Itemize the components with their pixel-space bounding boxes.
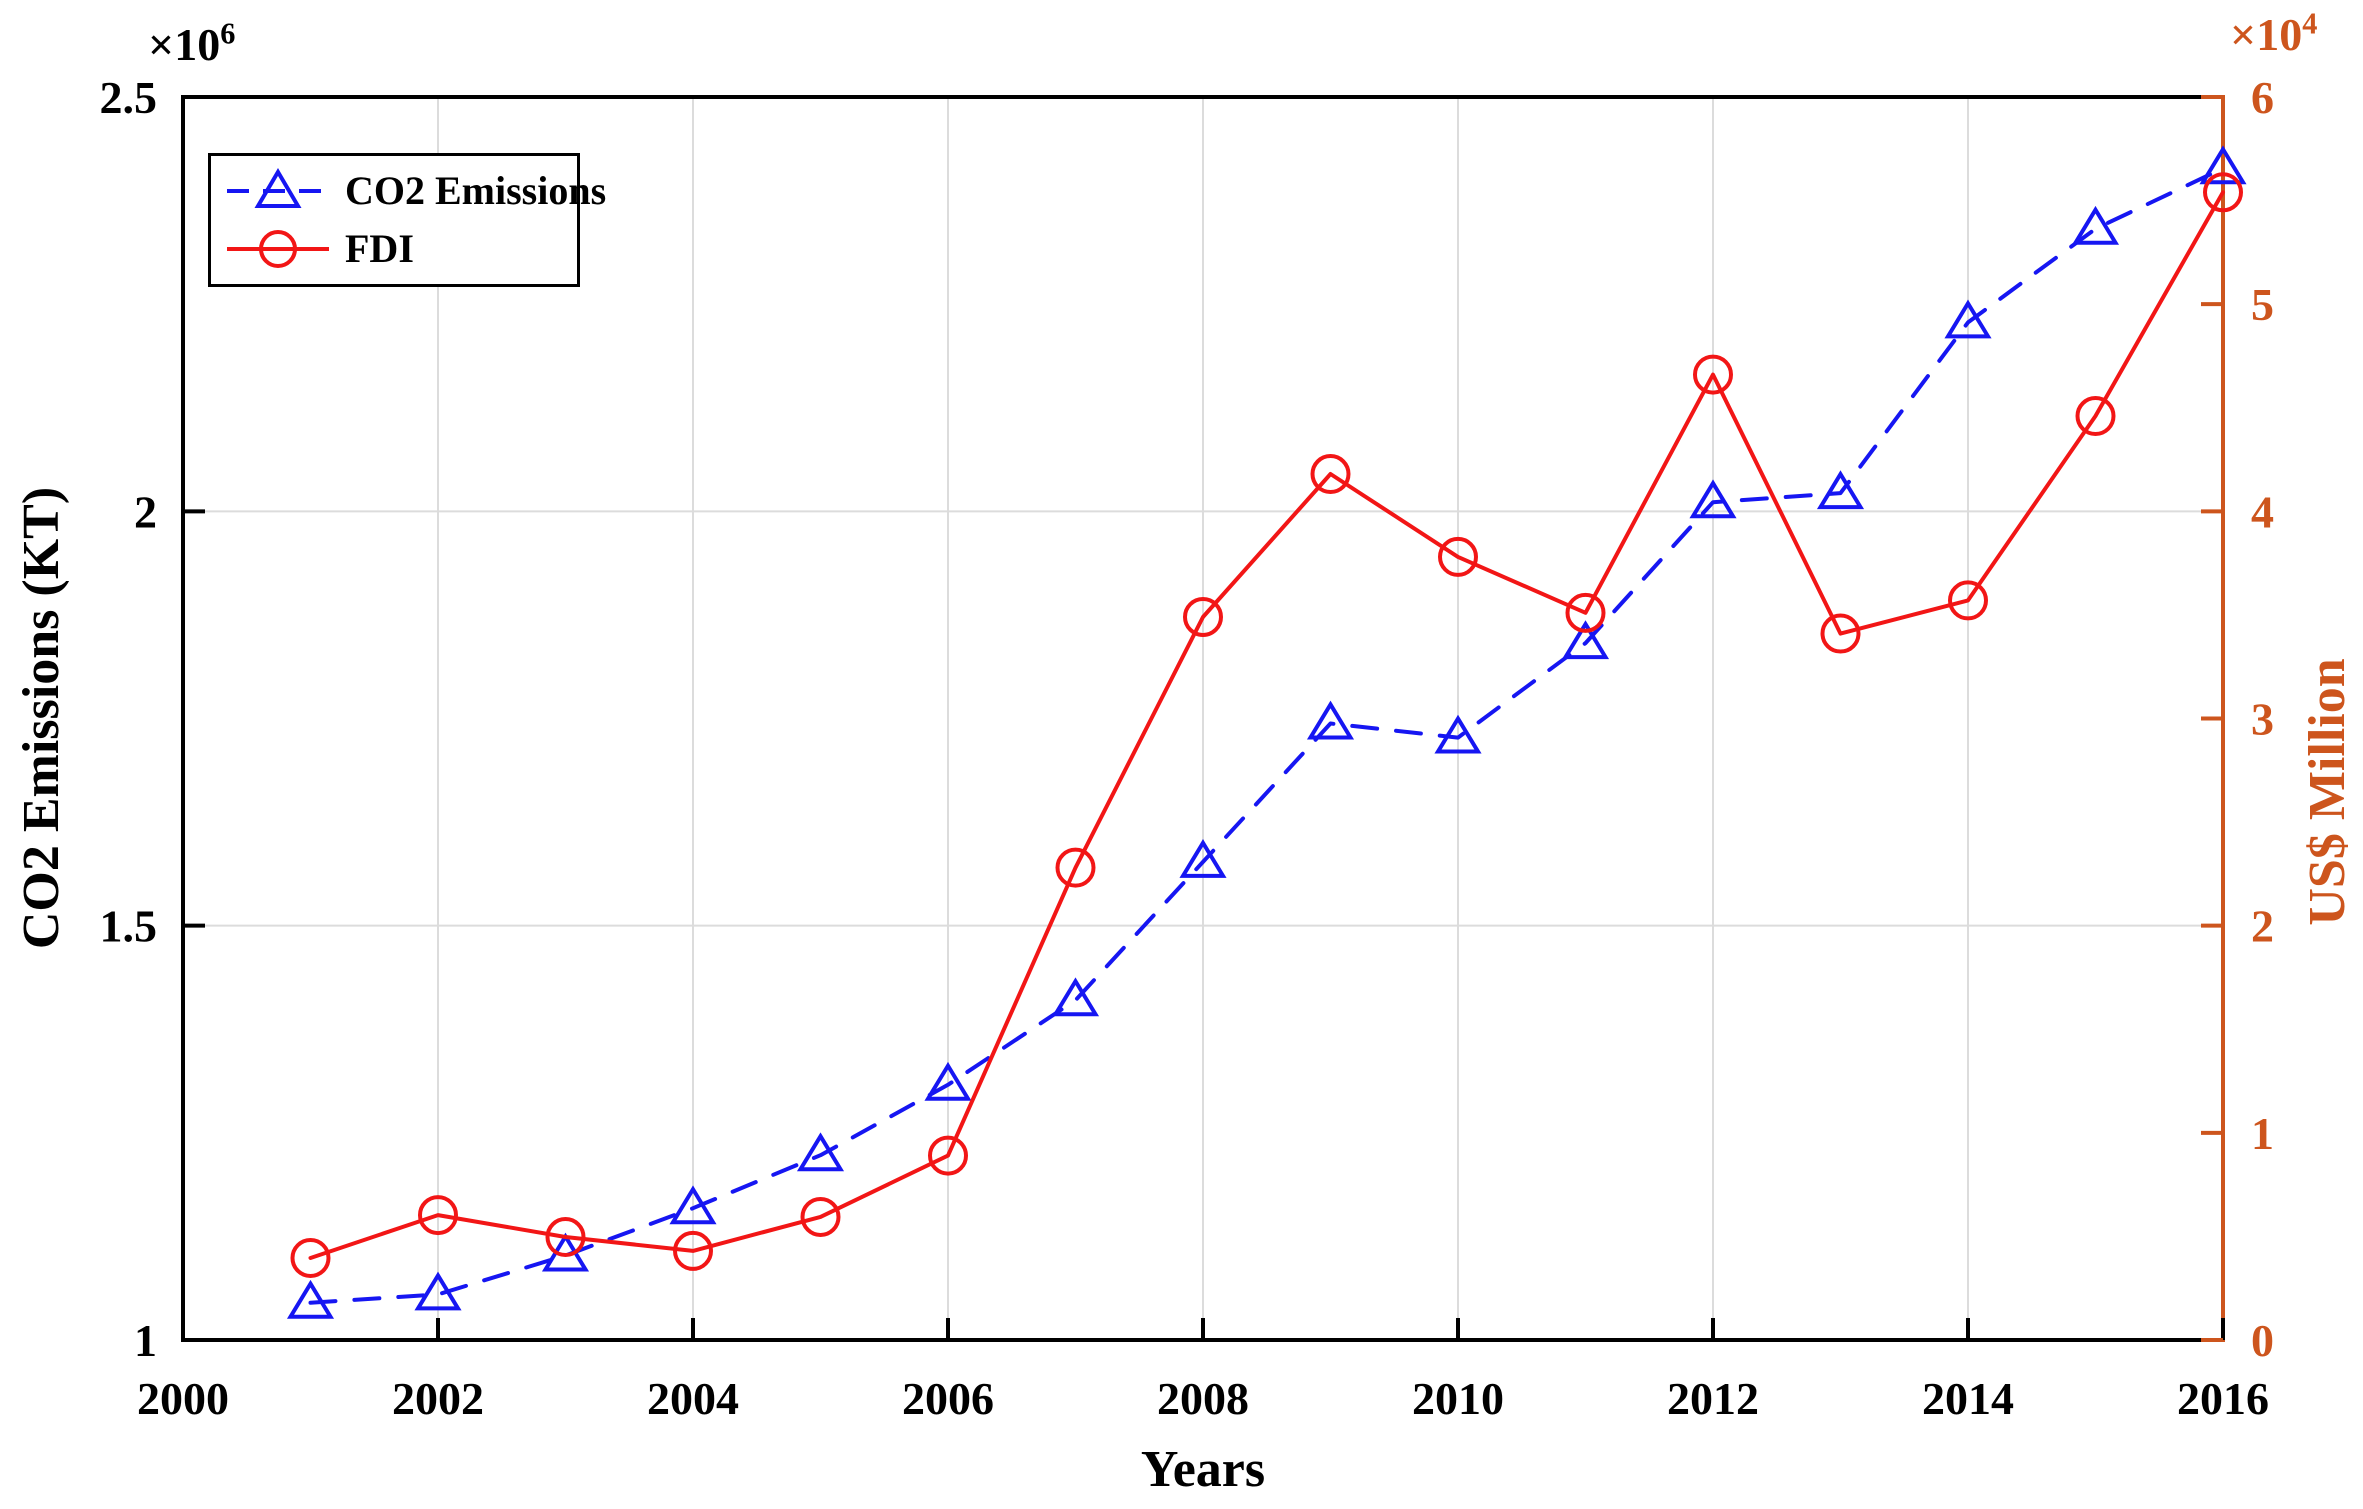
legend-label-fdi: FDI (345, 226, 414, 271)
x-tick-label: 2014 (1922, 1373, 2014, 1424)
left-exponent-power: 6 (220, 16, 236, 51)
right-y-tick-label: 0 (2251, 1315, 2274, 1366)
x-tick-label: 2002 (392, 1373, 484, 1424)
co2-emissions-marker-2009 (1306, 700, 1355, 740)
fdi-marker-2009 (1310, 454, 1351, 495)
legend: CO2 Emissions FDI (208, 153, 606, 287)
co2-emissions-marker-2007 (1051, 977, 1100, 1017)
co2-emissions-marker-2002 (414, 1271, 462, 1311)
fdi-marker-2003 (545, 1217, 586, 1258)
left-y-tick-label: 2.5 (100, 72, 158, 123)
co2-emissions-marker-2014 (1944, 299, 1992, 339)
fdi-marker-2015 (2075, 396, 2116, 437)
right-y-tick-label: 3 (2251, 694, 2274, 745)
left-y-tick-label: 1 (134, 1315, 157, 1366)
x-tick-label: 2010 (1412, 1373, 1504, 1424)
co2-emissions-marker-2003 (541, 1232, 590, 1272)
co2-emissions-marker-2016 (2199, 145, 2247, 185)
co2-emissions-marker-2001 (286, 1279, 335, 1319)
co2-emissions-marker-2013 (1816, 470, 1865, 510)
legend-item-fdi: FDI (223, 226, 577, 272)
co2-emissions-marker-2015 (2071, 205, 2120, 245)
fdi-marker-2016 (2203, 172, 2243, 213)
fdi-marker-2007 (1055, 847, 1096, 888)
fdi-marker-2011 (1565, 592, 1606, 633)
right-y-tick-label: 2 (2251, 901, 2274, 952)
right-exponent-power: 4 (2302, 6, 2318, 41)
left-y-tick-label: 1.5 (100, 901, 158, 952)
fdi-marker-2005 (800, 1196, 841, 1237)
left-axis-exponent: ×106 (148, 18, 235, 70)
fdi-line (308, 190, 2225, 1260)
right-exponent-base: ×10 (2230, 9, 2303, 60)
co2-emissions-marker-2004 (669, 1185, 717, 1225)
fdi-marker-2004 (673, 1230, 713, 1271)
fdi-marker-2013 (1820, 613, 1861, 654)
fdi-marker-2001 (290, 1237, 331, 1278)
legend-label-co2-emissions: CO2 Emissions (345, 168, 607, 213)
co2-emissions-marker-2006 (924, 1061, 972, 1101)
right-y-tick-label: 6 (2251, 72, 2274, 123)
fdi-marker-2002 (418, 1195, 458, 1236)
left-y-tick-label: 2 (134, 486, 157, 537)
co2-emissions-line (308, 166, 2225, 1305)
right-axis-exponent: ×104 (2230, 8, 2317, 60)
x-tick-label: 2012 (1667, 1373, 1759, 1424)
fdi-line-sample-icon (227, 230, 329, 268)
co2-emissions-marker-2005 (796, 1132, 845, 1172)
fdi-marker-2010 (1438, 536, 1478, 577)
x-tick-label: 2016 (2177, 1373, 2269, 1424)
x-tick-label: 2000 (137, 1373, 229, 1424)
x-tick-label: 2004 (647, 1373, 739, 1424)
co2-emissions-marker-2011 (1561, 620, 1610, 660)
fdi-marker-2014 (1948, 580, 1988, 621)
left-axis-title: CO2 Emissions (KT) (13, 486, 70, 950)
fdi-marker-2006 (928, 1135, 968, 1176)
co2-emissions-marker-2012 (1689, 479, 1737, 519)
x-tick-label: 2006 (902, 1373, 994, 1424)
right-y-tick-label: 5 (2251, 279, 2274, 330)
co2-emissions-marker-2008 (1179, 839, 1227, 878)
right-y-tick-label: 4 (2251, 486, 2274, 537)
legend-item-co2-emissions: CO2 Emissions (223, 168, 606, 214)
left-exponent-base: ×10 (148, 19, 221, 70)
co2-line-sample-icon (227, 168, 329, 208)
x-tick-label: 2008 (1157, 1373, 1249, 1424)
x-axis-title: Years (1140, 1441, 1266, 1498)
right-axis-title: US$ Million (2299, 658, 2356, 926)
right-y-tick-label: 1 (2251, 1108, 2274, 1159)
co2-emissions-marker-2010 (1434, 714, 1482, 754)
fdi-marker-2012 (1693, 354, 1733, 395)
fdi-marker-2008 (1183, 596, 1223, 637)
